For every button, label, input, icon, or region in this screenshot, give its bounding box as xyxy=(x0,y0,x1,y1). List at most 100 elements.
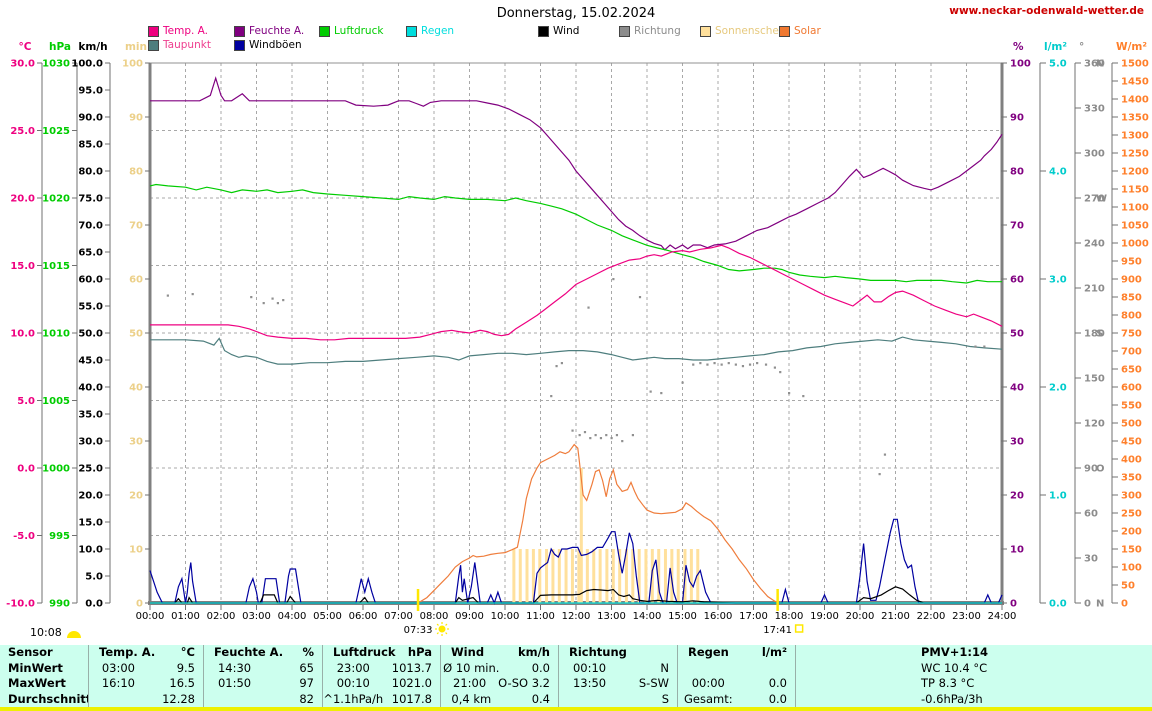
table-col-feuchte-a-: Feuchte A.% 14:30 65 01:50 97 82 xyxy=(203,645,322,707)
legend-label: Richtung xyxy=(634,25,681,37)
svg-text:1200: 1200 xyxy=(1121,167,1149,178)
pmv-line: TP 8.3 °C xyxy=(921,676,975,690)
legend-swatch xyxy=(538,25,549,37)
table-col-header: Richtung xyxy=(569,645,627,659)
svg-text:-5.0: -5.0 xyxy=(13,531,35,542)
svg-text:90.0: 90.0 xyxy=(78,113,103,124)
axis-min: 0 10 20 30 40 50 60 70 80 90 100 min xyxy=(122,41,150,610)
svg-text:15.0: 15.0 xyxy=(78,518,103,529)
svg-text:2.0: 2.0 xyxy=(1049,383,1067,394)
moonrise-time: 10:08 xyxy=(30,626,62,639)
svg-text:20.0: 20.0 xyxy=(10,194,35,205)
svg-text:°: ° xyxy=(1079,41,1084,53)
table-cell-row: 00:10 1021.0 xyxy=(336,676,432,690)
svg-text:0.0: 0.0 xyxy=(85,599,103,610)
table-col-header: Feuchte A.% xyxy=(214,645,314,659)
svg-text:850: 850 xyxy=(1121,293,1142,304)
table-cell-row xyxy=(678,661,795,677)
legend-item-luftdruck: Luftdruck xyxy=(319,25,383,37)
svg-text:W/m²: W/m² xyxy=(1116,41,1147,53)
svg-text:360: 360 xyxy=(1084,59,1105,70)
table-cell-row: 14:30 65 xyxy=(217,660,314,675)
svg-text:550: 550 xyxy=(1121,401,1142,412)
svg-text:24:00: 24:00 xyxy=(988,611,1017,622)
svg-text:0.0: 0.0 xyxy=(17,464,35,475)
legend-swatch xyxy=(700,25,711,37)
svg-text:35.0: 35.0 xyxy=(78,410,103,421)
svg-text:1400: 1400 xyxy=(1121,95,1149,106)
table-cell-row: 82 xyxy=(299,691,314,706)
svg-text:1025: 1025 xyxy=(42,126,70,137)
legend-item-feuchte-a-: Feuchte A. xyxy=(234,25,304,37)
table-cell-row: 00:10 N xyxy=(572,660,669,675)
svg-text:1300: 1300 xyxy=(1121,131,1149,142)
sunset-marker: 17:41 xyxy=(763,589,804,636)
legend-item-solar: Solar xyxy=(779,25,821,37)
svg-text:1350: 1350 xyxy=(1121,113,1149,124)
svg-text:1100: 1100 xyxy=(1121,203,1149,214)
svg-text:60: 60 xyxy=(1084,509,1098,520)
svg-text:20: 20 xyxy=(129,491,143,502)
svg-text:800: 800 xyxy=(1121,311,1142,322)
richtung-dots xyxy=(166,278,986,476)
svg-text:1050: 1050 xyxy=(1121,221,1149,232)
table-col-header: Regen l/m² xyxy=(688,645,787,659)
svg-text:70: 70 xyxy=(1010,221,1024,232)
svg-text:17:41: 17:41 xyxy=(763,625,792,636)
legend-swatch xyxy=(619,25,630,37)
svg-text:250: 250 xyxy=(1121,509,1142,520)
svg-text:1010: 1010 xyxy=(42,329,70,340)
svg-text:90: 90 xyxy=(1084,464,1098,475)
svg-text:950: 950 xyxy=(1121,257,1142,268)
svg-text:03:00: 03:00 xyxy=(242,611,271,622)
table-cell-row: 13:50 S-SW xyxy=(572,676,669,690)
svg-text:90: 90 xyxy=(1010,113,1024,124)
table-cell-row: 12.28 xyxy=(162,691,195,706)
svg-text:50: 50 xyxy=(1010,329,1024,340)
svg-text:5.0: 5.0 xyxy=(1049,59,1067,70)
svg-text:1015: 1015 xyxy=(42,261,70,272)
svg-text:995: 995 xyxy=(49,531,70,542)
svg-text:65.0: 65.0 xyxy=(78,248,103,259)
legend-item-taupunkt: Taupunkt xyxy=(148,39,211,51)
sonnenschein-bars xyxy=(512,468,700,603)
svg-text:60: 60 xyxy=(129,275,143,286)
table-cell-row: Gesamt: 0.0 xyxy=(683,691,787,706)
website-link[interactable]: www.neckar-odenwald-wetter.de xyxy=(949,5,1144,17)
svg-text:40: 40 xyxy=(129,383,143,394)
weather-chart: -10.0 -5.0 0.0 5.0 10.0 15.0 20.0 25.0 30.0 °C 990… xyxy=(6,41,1149,636)
svg-text:240: 240 xyxy=(1084,239,1105,250)
svg-text:3.0: 3.0 xyxy=(1049,275,1067,286)
svg-text:10.0: 10.0 xyxy=(10,329,35,340)
svg-text:85.0: 85.0 xyxy=(78,140,103,151)
table-row-label: Durchschnitt xyxy=(8,691,88,706)
legend-label: Wind xyxy=(553,25,580,37)
pmv-title: PMV+1:14 xyxy=(921,645,989,659)
svg-text:30: 30 xyxy=(1010,437,1024,448)
chart-legend: Temp. A. Feuchte A. Luftdruck Regen Wind Rich… xyxy=(0,0,1152,60)
svg-text:330: 330 xyxy=(1084,104,1105,115)
svg-text:30.0: 30.0 xyxy=(78,437,103,448)
table-col-temp-a-: Temp. A. °C 03:00 9.5 16:10 16.5 12.28 xyxy=(88,645,203,707)
svg-text:01:00: 01:00 xyxy=(171,611,200,622)
svg-text:0.0: 0.0 xyxy=(1049,599,1067,610)
table-col-wind: Wind km/h Ø 10 min. 0.0 21:00 O-SO 3.2 0,4 km 0… xyxy=(440,645,558,707)
table-col-header: Luftdruck hPa xyxy=(333,645,432,659)
svg-text:07:00: 07:00 xyxy=(384,611,413,622)
axis-°C: -10.0 -5.0 0.0 5.0 10.0 15.0 20.0 25.0 30.0 °C xyxy=(6,41,43,610)
svg-text:1000: 1000 xyxy=(42,464,70,475)
svg-text:60: 60 xyxy=(1010,275,1024,286)
axis-l/m²: 0.0 1.0 2.0 3.0 4.0 5.0 l/m² xyxy=(1039,41,1067,610)
svg-text:5.0: 5.0 xyxy=(17,396,35,407)
svg-text:17:00: 17:00 xyxy=(739,611,768,622)
svg-text:5.0: 5.0 xyxy=(85,572,103,583)
svg-text:W: W xyxy=(1096,194,1107,205)
series-solar xyxy=(150,443,1002,604)
svg-text:08:00: 08:00 xyxy=(420,611,449,622)
svg-text:750: 750 xyxy=(1121,329,1142,340)
svg-text:1250: 1250 xyxy=(1121,149,1149,160)
table-cell-row: 16:10 16.5 xyxy=(101,676,195,690)
table-cell-row: Ø 10 min. 0.0 xyxy=(443,660,550,675)
